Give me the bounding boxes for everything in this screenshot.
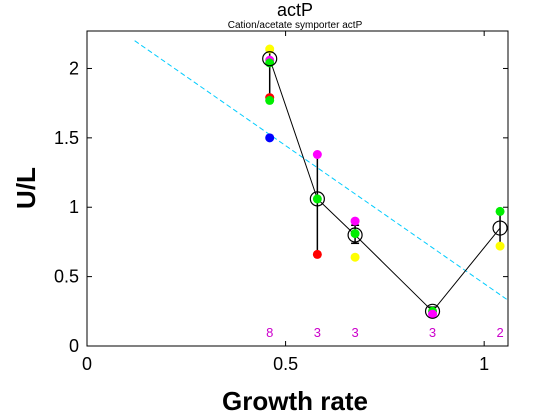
count-labels-layer: 8 3 3 3 2 [266, 325, 504, 340]
y-tick-label: 2 [69, 58, 79, 78]
replicate-point [265, 133, 275, 143]
replicate-point [495, 241, 505, 251]
replicate-point [495, 206, 505, 216]
replicate-point [265, 44, 275, 54]
fit-line-layer [134, 40, 508, 301]
mean-point [424, 303, 441, 319]
x-tick-label: 0 [82, 354, 92, 374]
fit-line [134, 40, 508, 301]
x-axis-label: Growth rate [222, 386, 368, 416]
y-tick-label: 0.5 [54, 267, 79, 287]
mean-point [262, 51, 278, 67]
count-label: 3 [429, 325, 436, 340]
replicate-point [312, 249, 322, 259]
y-axis-label: U/L [11, 167, 41, 209]
replicate-point [350, 229, 360, 239]
count-label: 3 [351, 325, 358, 340]
count-label: 3 [314, 325, 321, 340]
mean-point [492, 220, 508, 236]
replicate-point [312, 194, 322, 204]
replicate-point [265, 95, 275, 105]
replicate-point [428, 309, 438, 319]
y-tick-label: 1.5 [54, 128, 79, 148]
mean-point [347, 227, 363, 243]
replicate-point [350, 216, 360, 226]
y-tick-label: 1 [69, 197, 79, 217]
plot-area [86, 30, 509, 347]
count-label: 8 [266, 325, 273, 340]
replicate-point [312, 150, 322, 160]
x-tick-label: 0.5 [273, 354, 298, 374]
count-label: 2 [496, 325, 503, 340]
replicate-point [350, 252, 360, 262]
chart-title: actP [277, 0, 313, 20]
chart-subtitle: Cation/acetate symporter actP [228, 20, 363, 31]
x-tick-label: 1 [479, 354, 489, 374]
y-tick-label: 0 [69, 336, 79, 356]
y-axis-ticks: 0 0.5 1 1.5 2 [54, 58, 508, 356]
x-axis-ticks: 0 0.5 1 [82, 31, 489, 374]
mean-point [309, 191, 325, 207]
mean-points-layer [262, 51, 508, 319]
